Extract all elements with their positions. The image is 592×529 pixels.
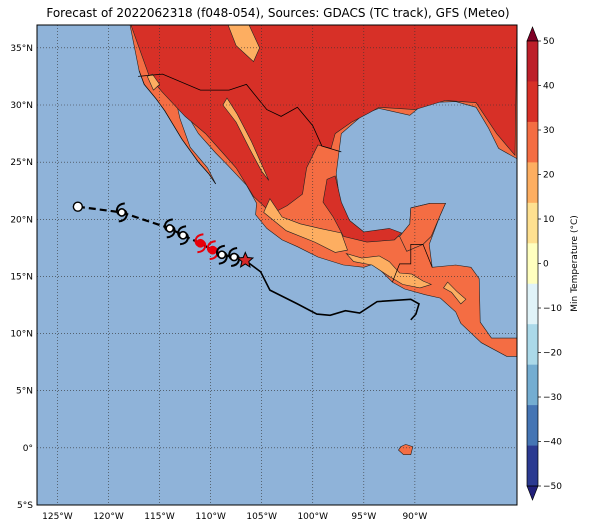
lon-tick-label: 110°W xyxy=(195,512,226,522)
forecast-track-line xyxy=(244,259,420,321)
colorbar-tick-label: 30 xyxy=(543,126,555,136)
colorbar-bin xyxy=(527,405,538,446)
colorbar-bin xyxy=(527,364,538,406)
guatemala-border xyxy=(392,244,433,283)
colorbar-label: Min Temperature (°C) xyxy=(570,215,580,312)
land-temperature-layer xyxy=(129,25,517,456)
colorbar-bin xyxy=(527,202,538,244)
lon-tick-label: 95°W xyxy=(351,512,376,522)
baja-coastline xyxy=(138,70,216,185)
storm-track xyxy=(72,201,420,321)
colorbar-extend-bottom xyxy=(526,485,539,501)
lat-tick-label: 35°N xyxy=(10,44,33,54)
colorbar-tick-label: −40 xyxy=(543,438,562,448)
colorbar-tick-label: 20 xyxy=(543,171,555,181)
colorbar-bin xyxy=(527,81,538,123)
gulf-coast-hot-band xyxy=(322,175,403,243)
current-position-star xyxy=(236,251,255,268)
colorbar-extend-top xyxy=(526,26,539,42)
colorbar-tick-label: −30 xyxy=(543,393,562,403)
colorbar-tick-label: 0 xyxy=(543,260,549,270)
track-start-circle xyxy=(72,201,84,212)
storm-symbol xyxy=(194,233,207,254)
axis-labels: 35°N 30°N 25°N 20°N 15°N 10°N 5°N 0° 5°S 125°W 120… xyxy=(10,44,427,522)
lat-tick-label: 20°N xyxy=(10,215,33,225)
colorbar-tick-label: 50 xyxy=(543,37,555,47)
colorbar-tick-label: 40 xyxy=(543,82,555,92)
hot-interior-region xyxy=(130,25,517,214)
lon-tick-label: 105°W xyxy=(246,512,277,522)
storm-symbol xyxy=(115,202,128,223)
sierra-madre-cool xyxy=(222,97,270,181)
southern-highlands-cool xyxy=(345,253,433,289)
colorbar-tick-label: −10 xyxy=(543,304,562,314)
colorbar-tick-label: 10 xyxy=(543,215,555,225)
colorbar-bin xyxy=(527,324,538,365)
lat-tick-label: 5°N xyxy=(16,387,33,397)
lon-tick-label: 90°W xyxy=(402,512,427,522)
lon-tick-label: 100°W xyxy=(297,512,328,522)
map-title: Forecast of 2022062318 (f048-054), Sourc… xyxy=(46,6,510,20)
us-mexico-border xyxy=(138,73,342,153)
past-track-line xyxy=(77,205,246,262)
lat-tick-label: 30°N xyxy=(10,101,33,111)
lat-tick-label: 10°N xyxy=(10,330,33,340)
storm-symbol xyxy=(228,247,240,267)
colorbar-tick-label: −20 xyxy=(543,349,562,359)
map-frame xyxy=(36,24,518,506)
colorbar-tick-label: −50 xyxy=(543,482,562,492)
lat-tick-label: 25°N xyxy=(10,158,33,168)
lat-tick-label: 5°S xyxy=(17,501,33,511)
colorbar-bin xyxy=(527,121,538,163)
graticule xyxy=(37,25,517,505)
storm-symbol xyxy=(216,244,228,265)
lon-tick-label: 120°W xyxy=(93,512,124,522)
lon-tick-label: 115°W xyxy=(144,512,175,522)
rockies-cool xyxy=(227,25,260,63)
colorbar-bin xyxy=(527,283,538,325)
central-america-cool xyxy=(443,281,467,305)
colorbar: 50 40 30 20 10 0 −10 −20 −30 −40 −50 Min Temperatur… xyxy=(526,26,580,501)
colorbar-bin xyxy=(527,162,538,204)
highland-cool-band xyxy=(263,198,348,253)
storm-symbol xyxy=(177,225,189,246)
colorbar-bin xyxy=(527,243,538,285)
galapagos-islands xyxy=(398,444,414,456)
lon-tick-label: 125°W xyxy=(42,512,73,522)
lat-tick-label: 0° xyxy=(23,444,33,454)
storm-symbol xyxy=(163,218,176,239)
lat-tick-label: 15°N xyxy=(10,272,33,282)
colorbar-bin xyxy=(527,41,538,82)
colorbar-bin xyxy=(527,445,538,487)
